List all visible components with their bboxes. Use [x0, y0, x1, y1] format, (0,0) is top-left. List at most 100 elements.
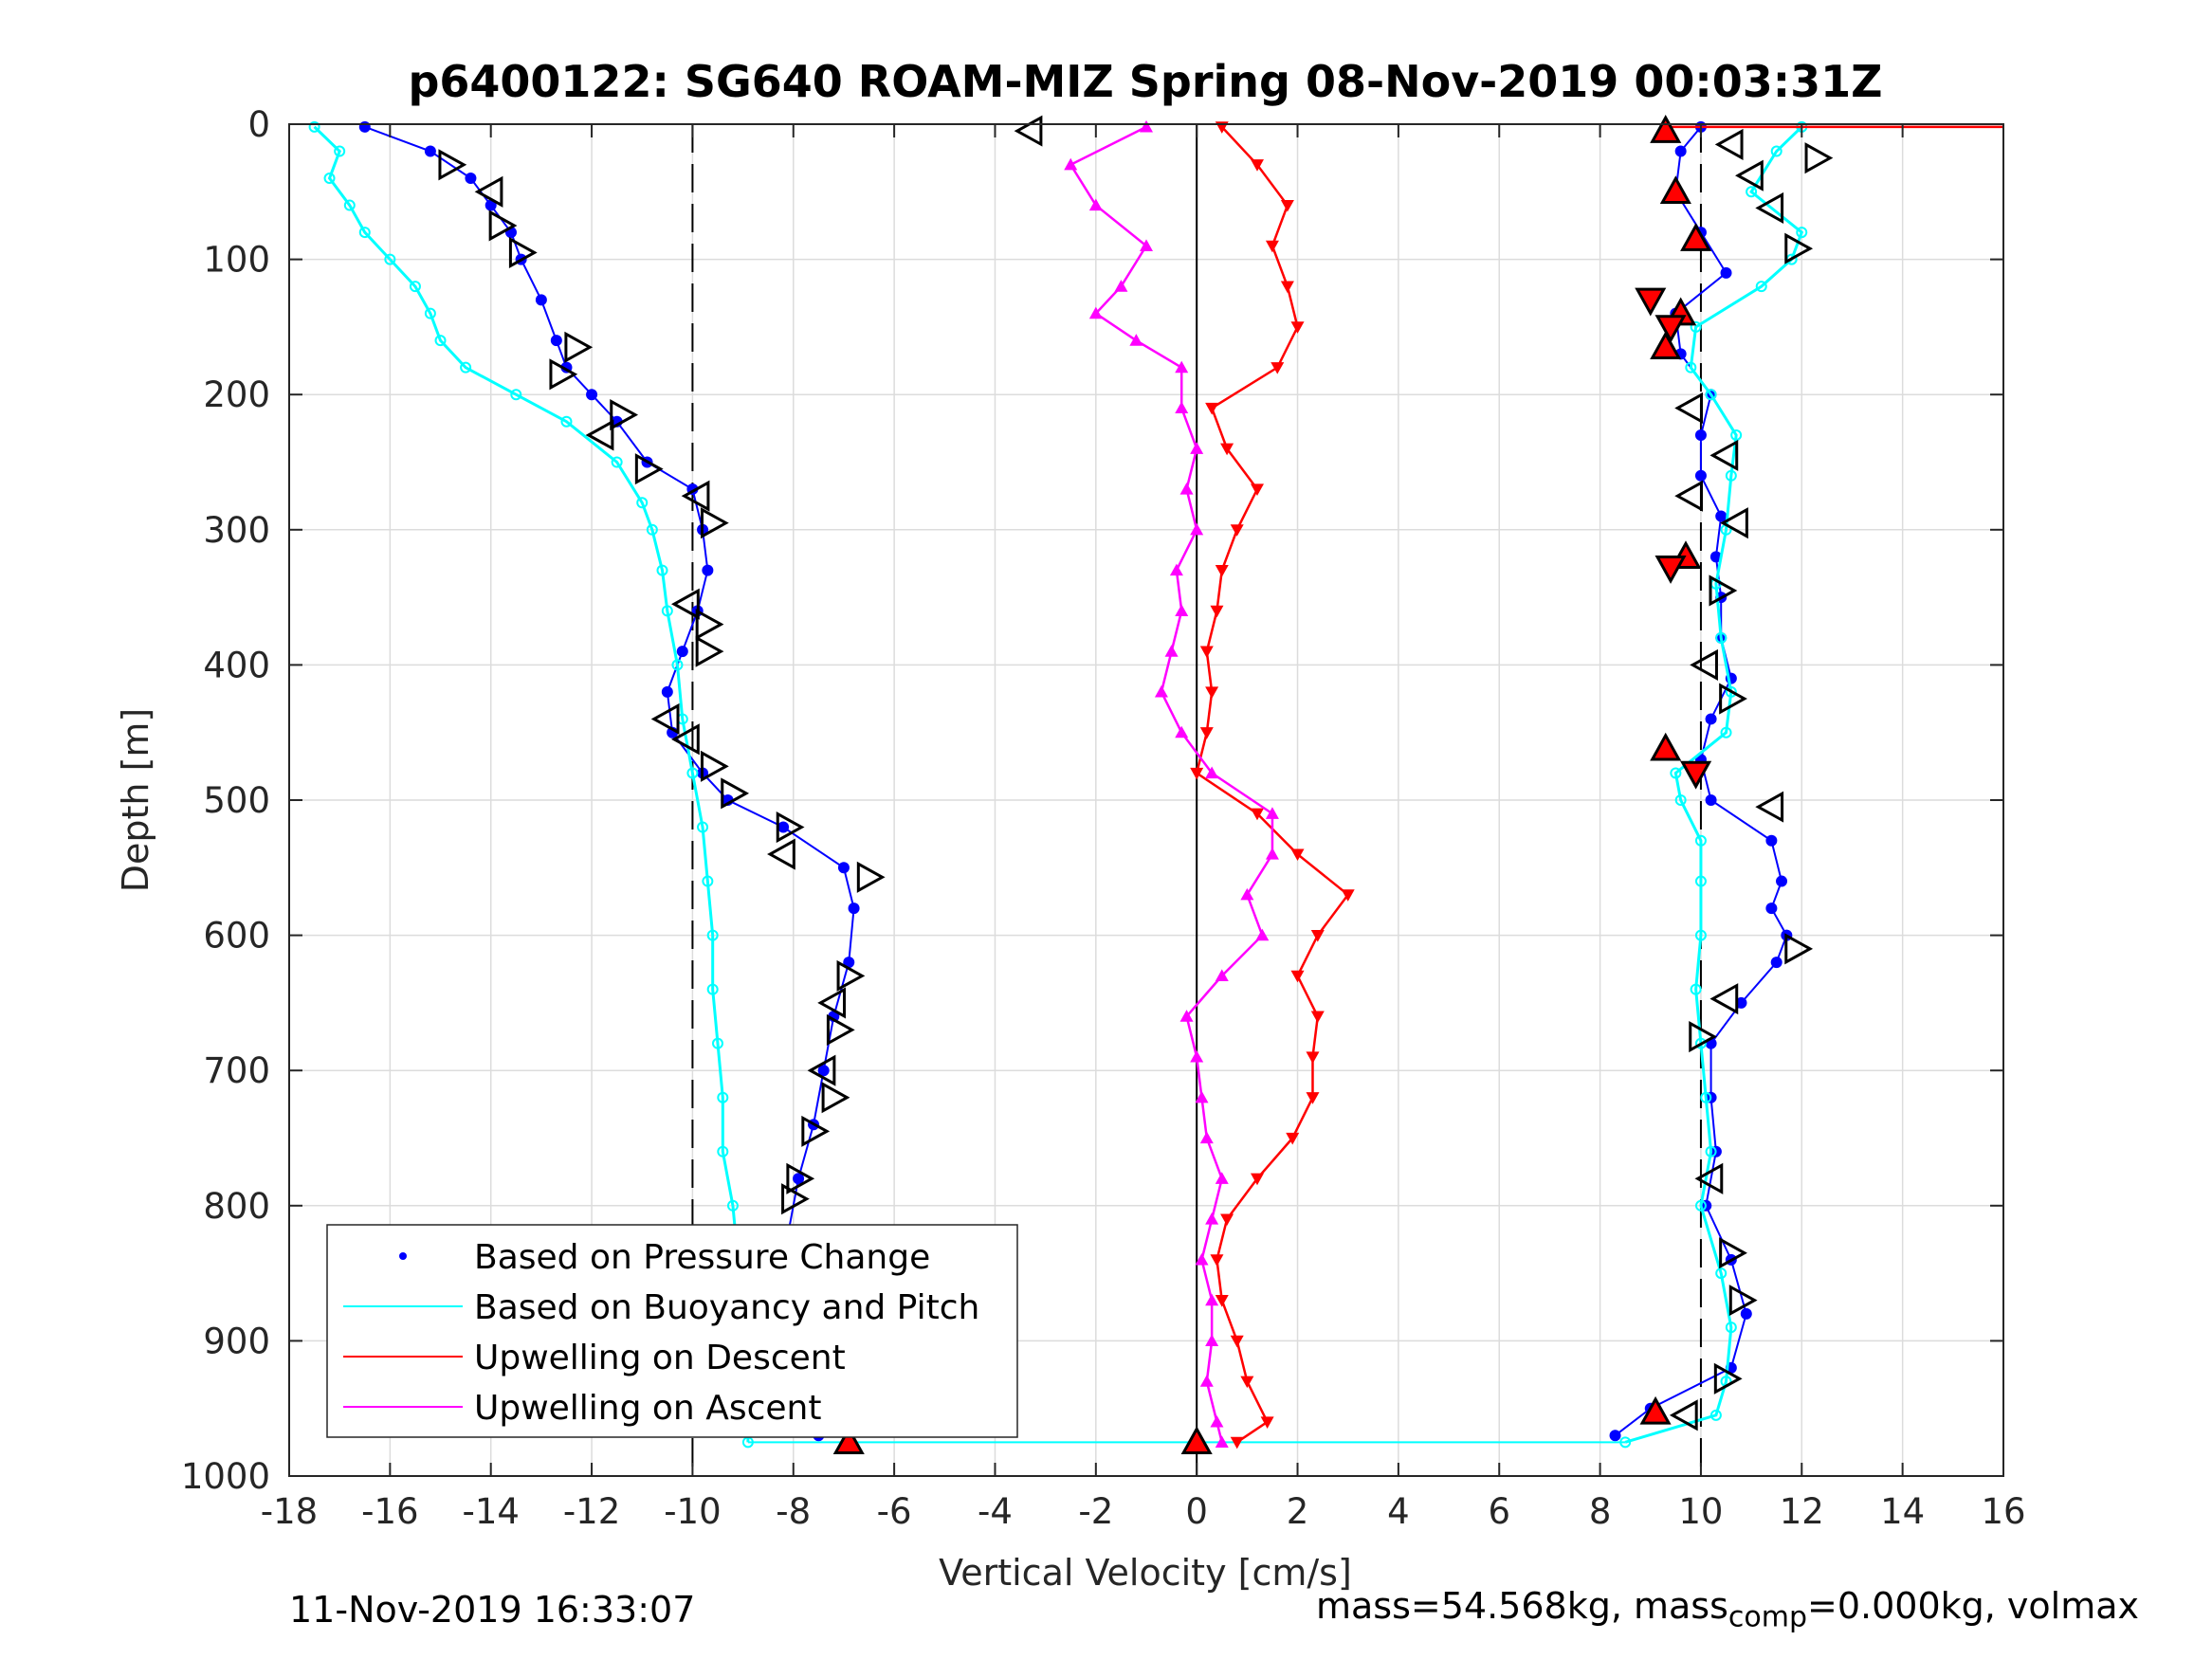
data-point	[1260, 1416, 1274, 1429]
data-point	[1341, 889, 1355, 902]
x-tick-label: 8	[1589, 1491, 1612, 1532]
turnaround-marker	[1713, 1362, 1743, 1395]
data-point	[1205, 766, 1219, 779]
turnaround-marker	[508, 236, 538, 269]
x-tick-label: -12	[563, 1491, 620, 1532]
data-point	[1725, 685, 1737, 698]
data-point	[1230, 1436, 1244, 1449]
data-point	[409, 281, 421, 293]
x-tick-label: -16	[361, 1491, 418, 1532]
data-point	[1715, 631, 1728, 644]
data-point	[1205, 1334, 1219, 1346]
turnaround-marker	[832, 1426, 865, 1455]
data-point	[646, 523, 658, 536]
data-point	[1230, 1335, 1244, 1348]
data-point	[1770, 145, 1782, 157]
turnaround-marker	[1669, 1399, 1698, 1431]
data-point	[1175, 360, 1189, 374]
turnaround-marker	[721, 777, 750, 810]
x-axis-label: Vertical Velocity [cm/s]	[939, 1552, 1352, 1594]
data-point	[1164, 645, 1179, 657]
data-point	[1310, 930, 1325, 942]
turnaround-marker	[650, 702, 680, 735]
data-point	[1709, 1409, 1722, 1421]
data-point	[1199, 646, 1214, 659]
legend-swatch	[399, 1252, 407, 1260]
turnaround-marker	[585, 419, 614, 451]
data-point	[560, 415, 573, 428]
data-point	[1715, 1267, 1728, 1280]
data-point	[1169, 563, 1183, 576]
y-axis-label: Depth [m]	[115, 708, 156, 893]
turnaround-marker	[1180, 1426, 1213, 1455]
data-point	[358, 227, 371, 239]
y-tick-label: 500	[203, 780, 270, 821]
turnaround-marker	[1654, 315, 1687, 343]
data-point	[1271, 362, 1285, 374]
turnaround-marker	[700, 507, 729, 539]
data-point	[1674, 794, 1687, 806]
data-point	[1205, 686, 1219, 699]
data-point	[702, 875, 714, 887]
legend: Based on Pressure Change Based on Buoyanc…	[326, 1224, 1018, 1438]
data-point	[1220, 1213, 1234, 1227]
data-point	[1670, 767, 1682, 779]
data-point	[1175, 604, 1189, 616]
turnaround-marker	[438, 149, 467, 181]
data-point	[334, 145, 346, 157]
turnaround-marker	[1690, 648, 1718, 681]
x-tick-label: 12	[1780, 1491, 1824, 1532]
data-point	[1700, 1091, 1712, 1103]
turnaround-marker	[1804, 142, 1834, 174]
turnaround-marker	[817, 987, 847, 1019]
data-point	[1215, 564, 1229, 577]
turnaround-marker	[826, 1013, 855, 1046]
series-line	[1195, 125, 1350, 1444]
data-point	[1199, 1375, 1214, 1387]
data-point	[661, 605, 673, 617]
data-point	[712, 1037, 723, 1049]
data-point	[1290, 848, 1305, 862]
turnaround-marker	[767, 838, 795, 870]
turnaround-marker	[549, 358, 578, 391]
x-tick-label: 4	[1387, 1491, 1410, 1532]
data-point	[1230, 524, 1244, 537]
data-point	[1215, 1172, 1229, 1184]
data-point	[671, 659, 684, 671]
data-point	[1210, 1414, 1224, 1428]
data-point	[1210, 1254, 1224, 1267]
series-line	[313, 125, 750, 1443]
turnaround-marker	[1680, 223, 1712, 251]
data-point	[1240, 1376, 1254, 1389]
data-point	[1240, 887, 1254, 901]
turnaround-marker	[695, 635, 724, 667]
legend-box	[326, 1224, 1018, 1438]
turnaround-marker	[1719, 1237, 1747, 1269]
data-point	[1215, 969, 1229, 981]
turnaround-marker	[821, 1082, 850, 1114]
data-point	[1290, 970, 1305, 983]
data-point	[611, 456, 623, 468]
data-point	[1250, 808, 1264, 821]
turnaround-marker	[1654, 556, 1687, 584]
data-point	[706, 929, 719, 941]
data-point	[1190, 442, 1204, 454]
data-point	[1694, 1037, 1707, 1049]
turnaround-marker	[671, 588, 700, 620]
axis-ticks: -18 -16 -14 -12 -10 -8 -6 -4 -2 0 2 4 6 8 10 12 14 16 0 100…	[181, 104, 2026, 1532]
data-point	[717, 1091, 729, 1103]
turnaround-marker	[807, 1054, 836, 1086]
data-point	[1250, 483, 1264, 497]
x-tick-label: 14	[1880, 1491, 1925, 1532]
y-tick-label: 100	[203, 240, 270, 281]
x-tick-label: 6	[1488, 1491, 1510, 1532]
turnaround-marker	[1714, 128, 1744, 160]
data-point	[1195, 1090, 1209, 1103]
data-point	[1690, 320, 1702, 333]
data-point	[434, 335, 447, 347]
series-upwelling-on-ascent	[1064, 119, 1279, 1448]
data-point	[1205, 402, 1219, 415]
data-point	[1250, 1173, 1264, 1186]
data-point	[323, 173, 336, 185]
data-point	[1215, 1435, 1229, 1448]
